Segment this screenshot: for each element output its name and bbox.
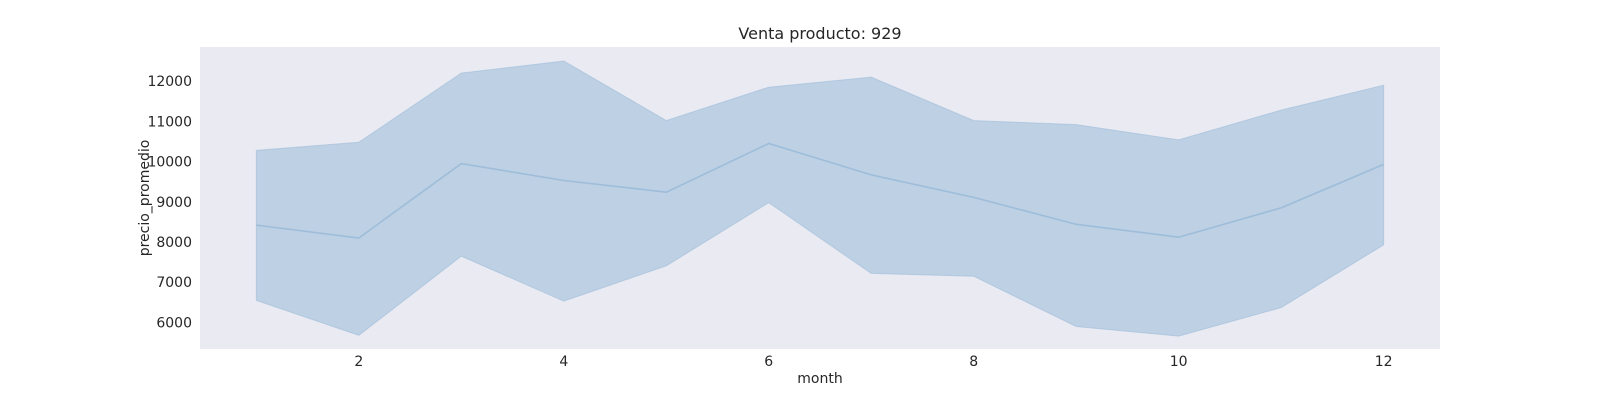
x-axis-label: month: [797, 371, 842, 387]
x-tick-label: 12: [1375, 354, 1393, 370]
confidence-band-layer: [255, 60, 1385, 337]
data-point: [563, 180, 565, 182]
y-tick-label: 12000: [147, 74, 192, 90]
y-tick-label: 6000: [156, 315, 192, 331]
confidence-band: [255, 60, 1385, 337]
data-point: [460, 163, 462, 165]
x-tick-label: 10: [1170, 354, 1188, 370]
data-point: [1383, 163, 1385, 165]
x-tick-label: 6: [764, 354, 773, 370]
data-point: [255, 224, 257, 226]
x-tick-label: 2: [354, 354, 363, 370]
data-point: [665, 191, 667, 193]
y-tick-label: 7000: [156, 275, 192, 291]
data-point: [768, 143, 770, 145]
y-tick-label: 9000: [156, 195, 192, 211]
series-line-layer: [255, 142, 1385, 239]
data-point: [973, 196, 975, 198]
y-tick-layer: 6000 7000 8000 9000 10000 11000 12000: [147, 74, 192, 331]
data-point: [870, 174, 872, 176]
y-axis-label: precio_promedio: [137, 140, 153, 257]
y-tick-label: 10000: [147, 155, 192, 171]
series-line: [256, 142, 1384, 239]
data-point: [1280, 207, 1282, 209]
y-tick-label: 8000: [156, 235, 192, 251]
x-tick-layer: 2 4 6 8 10 12: [354, 354, 1392, 370]
data-point: [358, 237, 360, 239]
chart-title: Venta producto: 929: [738, 24, 901, 43]
x-tick-label: 4: [559, 354, 568, 370]
y-tick-label: 11000: [147, 114, 192, 130]
x-tick-label: 8: [969, 354, 978, 370]
data-point: [1178, 236, 1180, 238]
data-point: [1075, 223, 1077, 225]
